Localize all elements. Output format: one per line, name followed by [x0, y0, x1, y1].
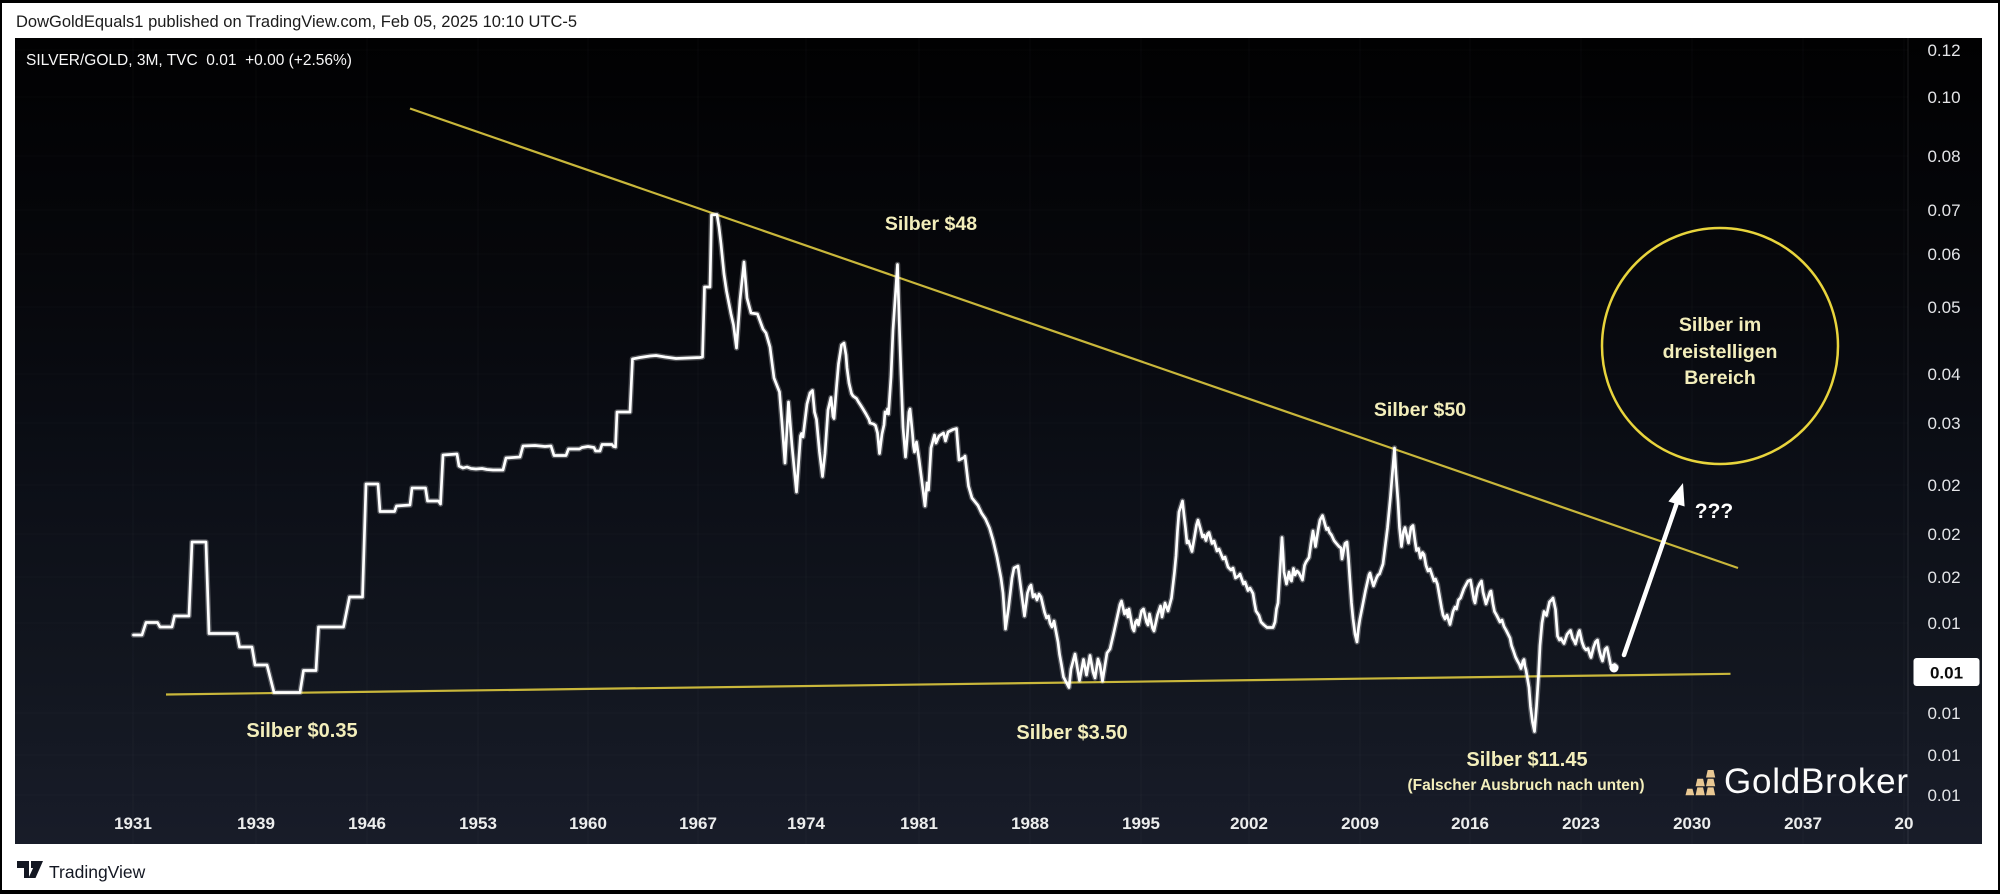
svg-text:Bereich: Bereich — [1684, 367, 1756, 389]
svg-text:0.06: 0.06 — [1927, 245, 1960, 264]
svg-text:Silber $0.35: Silber $0.35 — [246, 720, 357, 742]
svg-text:Silber $50: Silber $50 — [1374, 399, 1466, 421]
svg-text:0.03: 0.03 — [1927, 414, 1960, 433]
svg-text:0.10: 0.10 — [1927, 88, 1960, 107]
svg-text:1974: 1974 — [787, 814, 825, 833]
svg-text:0.01: 0.01 — [1927, 746, 1960, 765]
svg-text:1967: 1967 — [679, 814, 717, 833]
svg-text:2009: 2009 — [1341, 814, 1379, 833]
svg-text:1939: 1939 — [237, 814, 275, 833]
svg-text:0.01: 0.01 — [1927, 786, 1960, 805]
svg-text:0.02: 0.02 — [1927, 568, 1960, 587]
svg-text:Silber $48: Silber $48 — [885, 213, 977, 235]
svg-text:2037: 2037 — [1784, 814, 1822, 833]
svg-text:DowGoldEquals1 published on Tr: DowGoldEquals1 published on TradingView.… — [16, 13, 577, 31]
svg-text:2023: 2023 — [1562, 814, 1600, 833]
svg-text:Silber im: Silber im — [1679, 314, 1761, 336]
svg-text:1931: 1931 — [114, 814, 152, 833]
svg-text:(Falscher Ausbruch nach unten): (Falscher Ausbruch nach unten) — [1407, 777, 1644, 794]
svg-text:TradingView: TradingView — [49, 862, 146, 882]
svg-text:GoldBroker: GoldBroker — [1724, 762, 1908, 801]
svg-text:0.05: 0.05 — [1927, 298, 1960, 317]
svg-text:2030: 2030 — [1673, 814, 1711, 833]
svg-text:1995: 1995 — [1122, 814, 1160, 833]
svg-text:1953: 1953 — [459, 814, 497, 833]
svg-text:0.12: 0.12 — [1927, 41, 1960, 60]
svg-text:0.02: 0.02 — [1927, 476, 1960, 495]
svg-text:???: ??? — [1695, 500, 1733, 523]
svg-text:1988: 1988 — [1011, 814, 1049, 833]
svg-text:0.04: 0.04 — [1927, 365, 1960, 384]
svg-text:dreistelligen: dreistelligen — [1663, 341, 1778, 363]
svg-text:0.01: 0.01 — [1927, 704, 1960, 723]
svg-text:Silber $3.50: Silber $3.50 — [1016, 722, 1127, 744]
svg-text:0.02: 0.02 — [1927, 525, 1960, 544]
svg-text:0.01: 0.01 — [1927, 614, 1960, 633]
svg-text:20: 20 — [1895, 814, 1914, 833]
svg-text:1960: 1960 — [569, 814, 607, 833]
svg-text:2016: 2016 — [1451, 814, 1489, 833]
svg-text:1946: 1946 — [348, 814, 386, 833]
svg-text:SILVER/GOLD, 3M, TVC 0.01 +0: SILVER/GOLD, 3M, TVC 0.01 +0.00 (+2.56%) — [26, 52, 352, 69]
svg-text:0.01: 0.01 — [1930, 664, 1963, 683]
svg-text:Silber $11.45: Silber $11.45 — [1466, 749, 1587, 771]
svg-text:1981: 1981 — [900, 814, 938, 833]
svg-text:2002: 2002 — [1230, 814, 1268, 833]
svg-text:0.08: 0.08 — [1927, 147, 1960, 166]
svg-text:0.07: 0.07 — [1927, 201, 1960, 220]
